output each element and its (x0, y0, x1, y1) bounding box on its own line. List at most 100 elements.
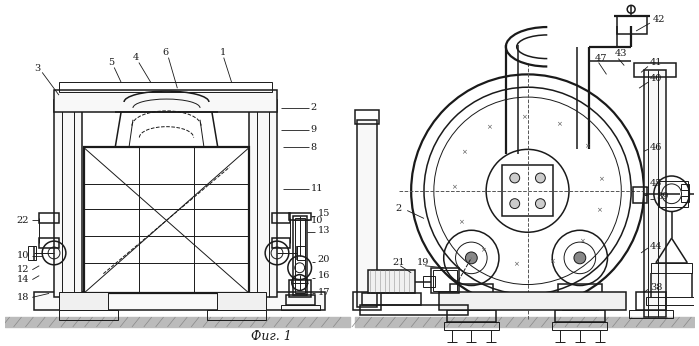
Bar (357, 120, 377, 307)
Text: 18: 18 (17, 293, 29, 302)
Bar (651, 263, 692, 273)
Circle shape (510, 173, 519, 183)
Bar (555, 310, 605, 322)
Bar (368, 270, 415, 293)
Text: Фиг. 1: Фиг. 1 (251, 330, 291, 343)
Bar (272, 238, 290, 248)
Bar (360, 305, 468, 315)
Bar (296, 246, 305, 260)
Text: 1: 1 (219, 48, 226, 57)
Text: 22: 22 (17, 216, 29, 225)
Text: 44: 44 (650, 242, 663, 251)
Bar (362, 293, 421, 305)
Bar (29, 246, 36, 260)
Bar (281, 305, 320, 310)
Bar (502, 165, 553, 217)
Bar (562, 298, 598, 310)
Text: 16: 16 (317, 271, 330, 280)
Text: ×: × (513, 261, 519, 267)
Bar (289, 280, 310, 297)
Text: 8: 8 (310, 143, 317, 152)
Text: 13: 13 (317, 226, 330, 235)
Text: ×: × (451, 184, 456, 190)
Text: 21: 21 (392, 258, 405, 267)
Text: 9: 9 (310, 125, 317, 134)
Text: ×: × (579, 238, 584, 244)
Text: 42: 42 (653, 15, 665, 24)
Bar (454, 298, 489, 310)
Text: 15: 15 (317, 209, 330, 218)
Text: 20: 20 (317, 255, 330, 264)
Text: ×: × (549, 258, 554, 264)
Text: 11: 11 (310, 184, 323, 193)
Text: 17: 17 (317, 288, 330, 297)
Bar (658, 181, 689, 207)
Text: 6: 6 (163, 48, 168, 57)
Bar (207, 310, 266, 320)
Bar (39, 213, 59, 224)
Text: ×: × (521, 114, 526, 120)
Bar (559, 283, 602, 298)
Text: 19: 19 (417, 258, 429, 267)
Bar (272, 213, 290, 224)
Bar (295, 218, 305, 293)
Text: 5: 5 (108, 58, 115, 67)
Bar (433, 270, 456, 291)
Text: 12: 12 (17, 265, 29, 274)
Circle shape (535, 173, 545, 183)
Text: 14: 14 (17, 275, 29, 284)
Bar (629, 310, 672, 318)
Text: 46: 46 (650, 143, 662, 152)
Bar (617, 16, 647, 34)
Bar (552, 322, 607, 330)
Circle shape (466, 252, 477, 264)
Bar (447, 310, 496, 322)
Text: ×: × (487, 124, 492, 130)
Bar (644, 71, 665, 317)
Text: 4: 4 (133, 53, 139, 62)
Text: 40: 40 (650, 74, 662, 83)
Bar (439, 292, 626, 310)
Text: 3: 3 (34, 64, 41, 73)
Bar (353, 292, 380, 310)
Text: 39: 39 (656, 192, 668, 201)
Bar (39, 238, 59, 248)
Text: ×: × (461, 150, 467, 156)
Circle shape (510, 199, 519, 209)
Text: 43: 43 (614, 49, 627, 58)
Text: ×: × (584, 143, 589, 149)
Bar (636, 292, 665, 310)
Bar (423, 276, 435, 288)
Text: 10: 10 (17, 252, 29, 261)
Bar (84, 147, 250, 293)
Bar (59, 310, 118, 320)
Bar (54, 100, 82, 297)
Bar (250, 100, 277, 297)
Text: 2: 2 (396, 204, 402, 213)
Text: 10: 10 (310, 216, 323, 225)
Bar (355, 110, 379, 124)
Bar (217, 292, 266, 310)
Text: ×: × (556, 121, 562, 127)
Bar (449, 283, 493, 298)
Bar (634, 63, 675, 78)
Bar (444, 322, 499, 330)
Bar (286, 295, 315, 305)
Text: 41: 41 (650, 58, 663, 67)
Bar (633, 187, 647, 203)
Bar (682, 184, 689, 190)
Bar (293, 217, 307, 295)
Bar (289, 212, 310, 220)
Circle shape (535, 199, 545, 209)
Text: 45: 45 (650, 179, 662, 189)
Bar (431, 268, 459, 293)
Circle shape (574, 252, 586, 264)
Bar (54, 90, 277, 112)
Bar (646, 297, 696, 305)
Text: ×: × (596, 207, 602, 213)
Text: ×: × (480, 247, 486, 253)
Bar (34, 292, 325, 310)
Bar (59, 292, 108, 310)
Text: 47: 47 (595, 54, 607, 63)
Text: ×: × (458, 219, 463, 225)
